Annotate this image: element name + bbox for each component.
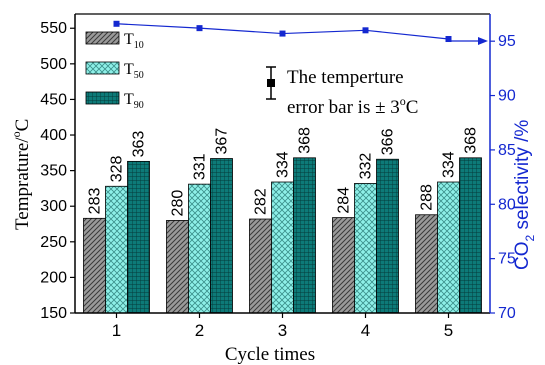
bar-t90-cycle-4 <box>376 158 399 314</box>
bar-label-t50-cycle-5: 334 <box>441 151 458 178</box>
bar-label-t50-cycle-2: 331 <box>192 153 209 180</box>
selectivity-point-cycle-3 <box>279 30 286 37</box>
legend-item-t50: T50 <box>85 61 144 81</box>
bar-t10-cycle-3 <box>249 218 272 314</box>
legend-label-t90: T90 <box>124 91 144 111</box>
error-bar-annotation: The temperture error bar is ± 3oC <box>266 66 418 118</box>
bar-t10-cycle-1 <box>83 217 106 314</box>
bar-t50-cycle-4 <box>354 183 377 314</box>
bar-label-t50-cycle-3: 334 <box>275 151 292 178</box>
bar-label-t90-cycle-4: 366 <box>380 128 397 155</box>
legend-label-t50: T50 <box>124 61 144 81</box>
x-axis-title: Cycle times <box>225 344 315 365</box>
right-axis-arrowhead <box>478 37 488 46</box>
legend-swatch-t90 <box>85 91 120 105</box>
bar-label-t90-cycle-3: 368 <box>297 127 314 154</box>
annotation-line-1: The temperture <box>287 67 404 88</box>
bar-label-t10-cycle-2: 280 <box>170 190 187 217</box>
bar-t90-cycle-5 <box>459 157 482 314</box>
bar-label-t10-cycle-3: 282 <box>253 188 270 215</box>
bar-label-t90-cycle-2: 367 <box>214 128 231 155</box>
selectivity-point-cycle-2 <box>196 25 203 32</box>
bar-t90-cycle-1 <box>127 160 150 314</box>
selectivity-layer <box>113 20 488 46</box>
bar-label-t90-cycle-1: 363 <box>131 131 148 158</box>
legend-item-t10: T10 <box>85 31 144 51</box>
right-tick-label: 90 <box>498 88 516 105</box>
right-tick-label: 70 <box>498 305 516 322</box>
selectivity-point-cycle-1 <box>113 20 120 27</box>
left-tick-label: 450 <box>40 91 67 108</box>
legend: T10 T50 T90 <box>85 31 144 111</box>
x-tick-label: 1 <box>112 321 121 340</box>
right-tick-label: 75 <box>498 251 516 268</box>
y-axis-right-title: CO2 selectivity /% <box>512 120 537 270</box>
right-tick-label: 95 <box>498 33 516 50</box>
x-tick-label: 4 <box>361 321 370 340</box>
bar-t50-cycle-5 <box>437 181 460 314</box>
left-tick-label: 400 <box>40 127 67 144</box>
bar-label-t90-cycle-5: 368 <box>463 127 480 154</box>
bar-t10-cycle-5 <box>415 214 438 314</box>
bar-t50-cycle-3 <box>271 181 294 314</box>
value-labels-layer: 283 280 282 284 288 328 331 334 332 334 363 367 368 3… <box>87 127 480 216</box>
bar-label-t50-cycle-1: 328 <box>109 155 126 182</box>
left-tick-label: 500 <box>40 56 67 73</box>
left-tick-label: 200 <box>40 269 67 286</box>
left-tick-label: 350 <box>40 163 67 180</box>
legend-swatch-t50 <box>85 61 120 75</box>
right-axis-ticks: 70 75 80 85 90 95 <box>490 33 516 322</box>
left-tick-label: 250 <box>40 234 67 251</box>
legend-item-t90: T90 <box>85 91 144 111</box>
selectivity-point-cycle-5 <box>445 36 452 43</box>
bars-layer <box>83 157 482 314</box>
bar-label-t10-cycle-5: 288 <box>419 184 436 211</box>
bar-t50-cycle-2 <box>188 183 211 314</box>
left-axis-ticks: 150 200 250 300 350 400 450 500 550 <box>40 20 75 322</box>
left-tick-label: 300 <box>40 198 67 215</box>
bar-label-t10-cycle-4: 284 <box>336 187 353 214</box>
x-tick-label: 3 <box>278 321 287 340</box>
error-bar-symbol <box>266 66 276 100</box>
bar-t10-cycle-2 <box>166 220 189 314</box>
left-tick-label: 550 <box>40 20 67 37</box>
right-tick-label: 80 <box>498 196 516 213</box>
x-tick-label: 2 <box>195 321 204 340</box>
annotation-line-2: error bar is ± 3oC <box>287 94 418 118</box>
selectivity-point-cycle-4 <box>362 27 369 34</box>
x-axis-ticks: 1 2 3 4 5 <box>112 313 453 340</box>
bar-label-t10-cycle-1: 283 <box>87 188 104 215</box>
bar-t90-cycle-2 <box>210 158 233 314</box>
y-axis-left-title: Temprature/oC <box>9 119 33 230</box>
bar-t10-cycle-4 <box>332 217 355 314</box>
left-tick-label: 150 <box>40 305 67 322</box>
x-tick-label: 5 <box>444 321 453 340</box>
bar-t90-cycle-3 <box>293 157 316 314</box>
legend-swatch-t10 <box>85 31 120 45</box>
bar-label-t50-cycle-4: 332 <box>358 153 375 180</box>
legend-label-t10: T10 <box>124 31 144 51</box>
bar-t50-cycle-1 <box>105 185 128 314</box>
right-tick-label: 85 <box>498 142 516 159</box>
